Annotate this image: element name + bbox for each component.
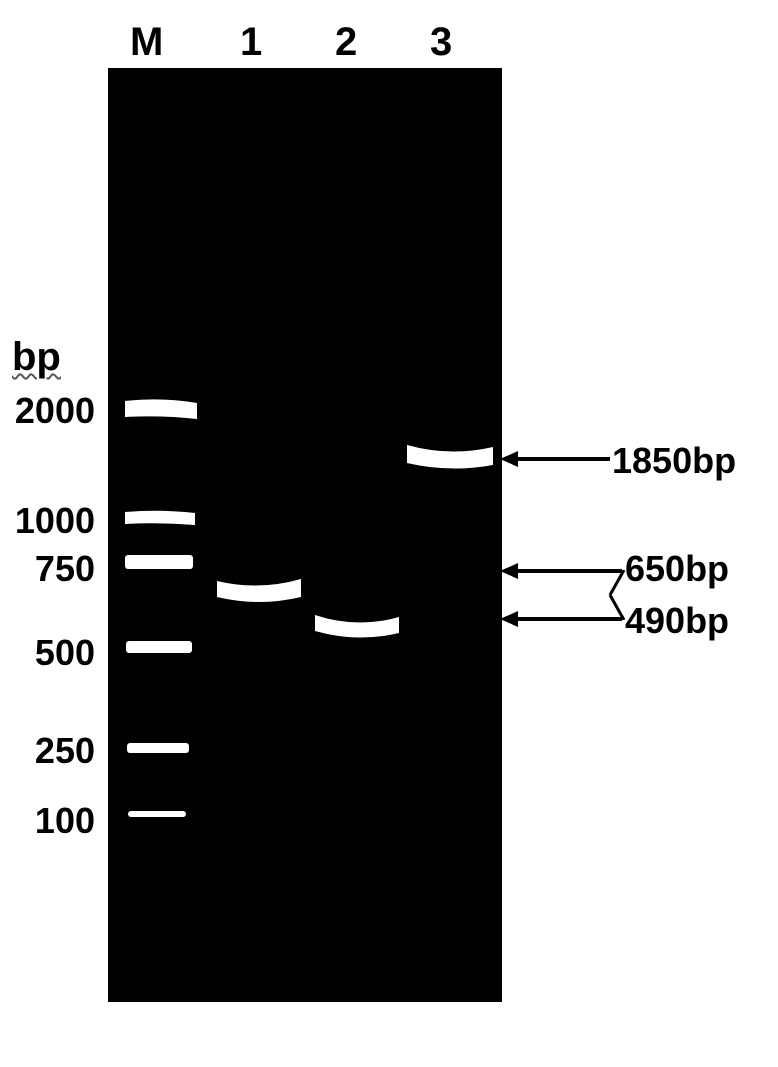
arrow-1850bp bbox=[500, 448, 610, 470]
ladder-label-1000: 1000 bbox=[0, 500, 95, 542]
ladder-label-100: 100 bbox=[18, 800, 95, 842]
sample-band-lane1 bbox=[217, 579, 301, 607]
lane-label-1: 1 bbox=[240, 20, 262, 65]
ladder-label-2000: 2000 bbox=[0, 390, 95, 432]
ladder-label-250: 250 bbox=[18, 730, 95, 772]
ladder-band-250 bbox=[127, 743, 189, 753]
bp-unit-label: bp bbox=[12, 335, 61, 380]
ladder-band-2000 bbox=[125, 397, 197, 423]
ladder-band-100 bbox=[128, 811, 186, 817]
arrow-bracket-icon bbox=[608, 570, 626, 620]
lane-label-3: 3 bbox=[430, 20, 452, 65]
gel-area bbox=[111, 71, 499, 999]
gel-figure-container: M 1 2 3 bp 2000 1000 750 500 250 bbox=[0, 0, 778, 1067]
ladder-label-500: 500 bbox=[18, 632, 95, 674]
sample-band-lane2 bbox=[315, 615, 399, 643]
result-label-1850bp: 1850bp bbox=[612, 440, 736, 482]
result-label-490bp: 490bp bbox=[625, 600, 729, 642]
lane-label-2: 2 bbox=[335, 20, 357, 65]
ladder-band-500 bbox=[126, 641, 192, 653]
ladder-band-1000 bbox=[125, 509, 195, 529]
result-label-650bp: 650bp bbox=[625, 548, 729, 590]
sample-band-lane3 bbox=[407, 445, 493, 473]
lane-label-m: M bbox=[130, 20, 163, 65]
arrow-650bp bbox=[500, 560, 622, 582]
arrow-490bp bbox=[500, 608, 622, 630]
ladder-band-750 bbox=[125, 555, 193, 569]
ladder-label-750: 750 bbox=[18, 548, 95, 590]
